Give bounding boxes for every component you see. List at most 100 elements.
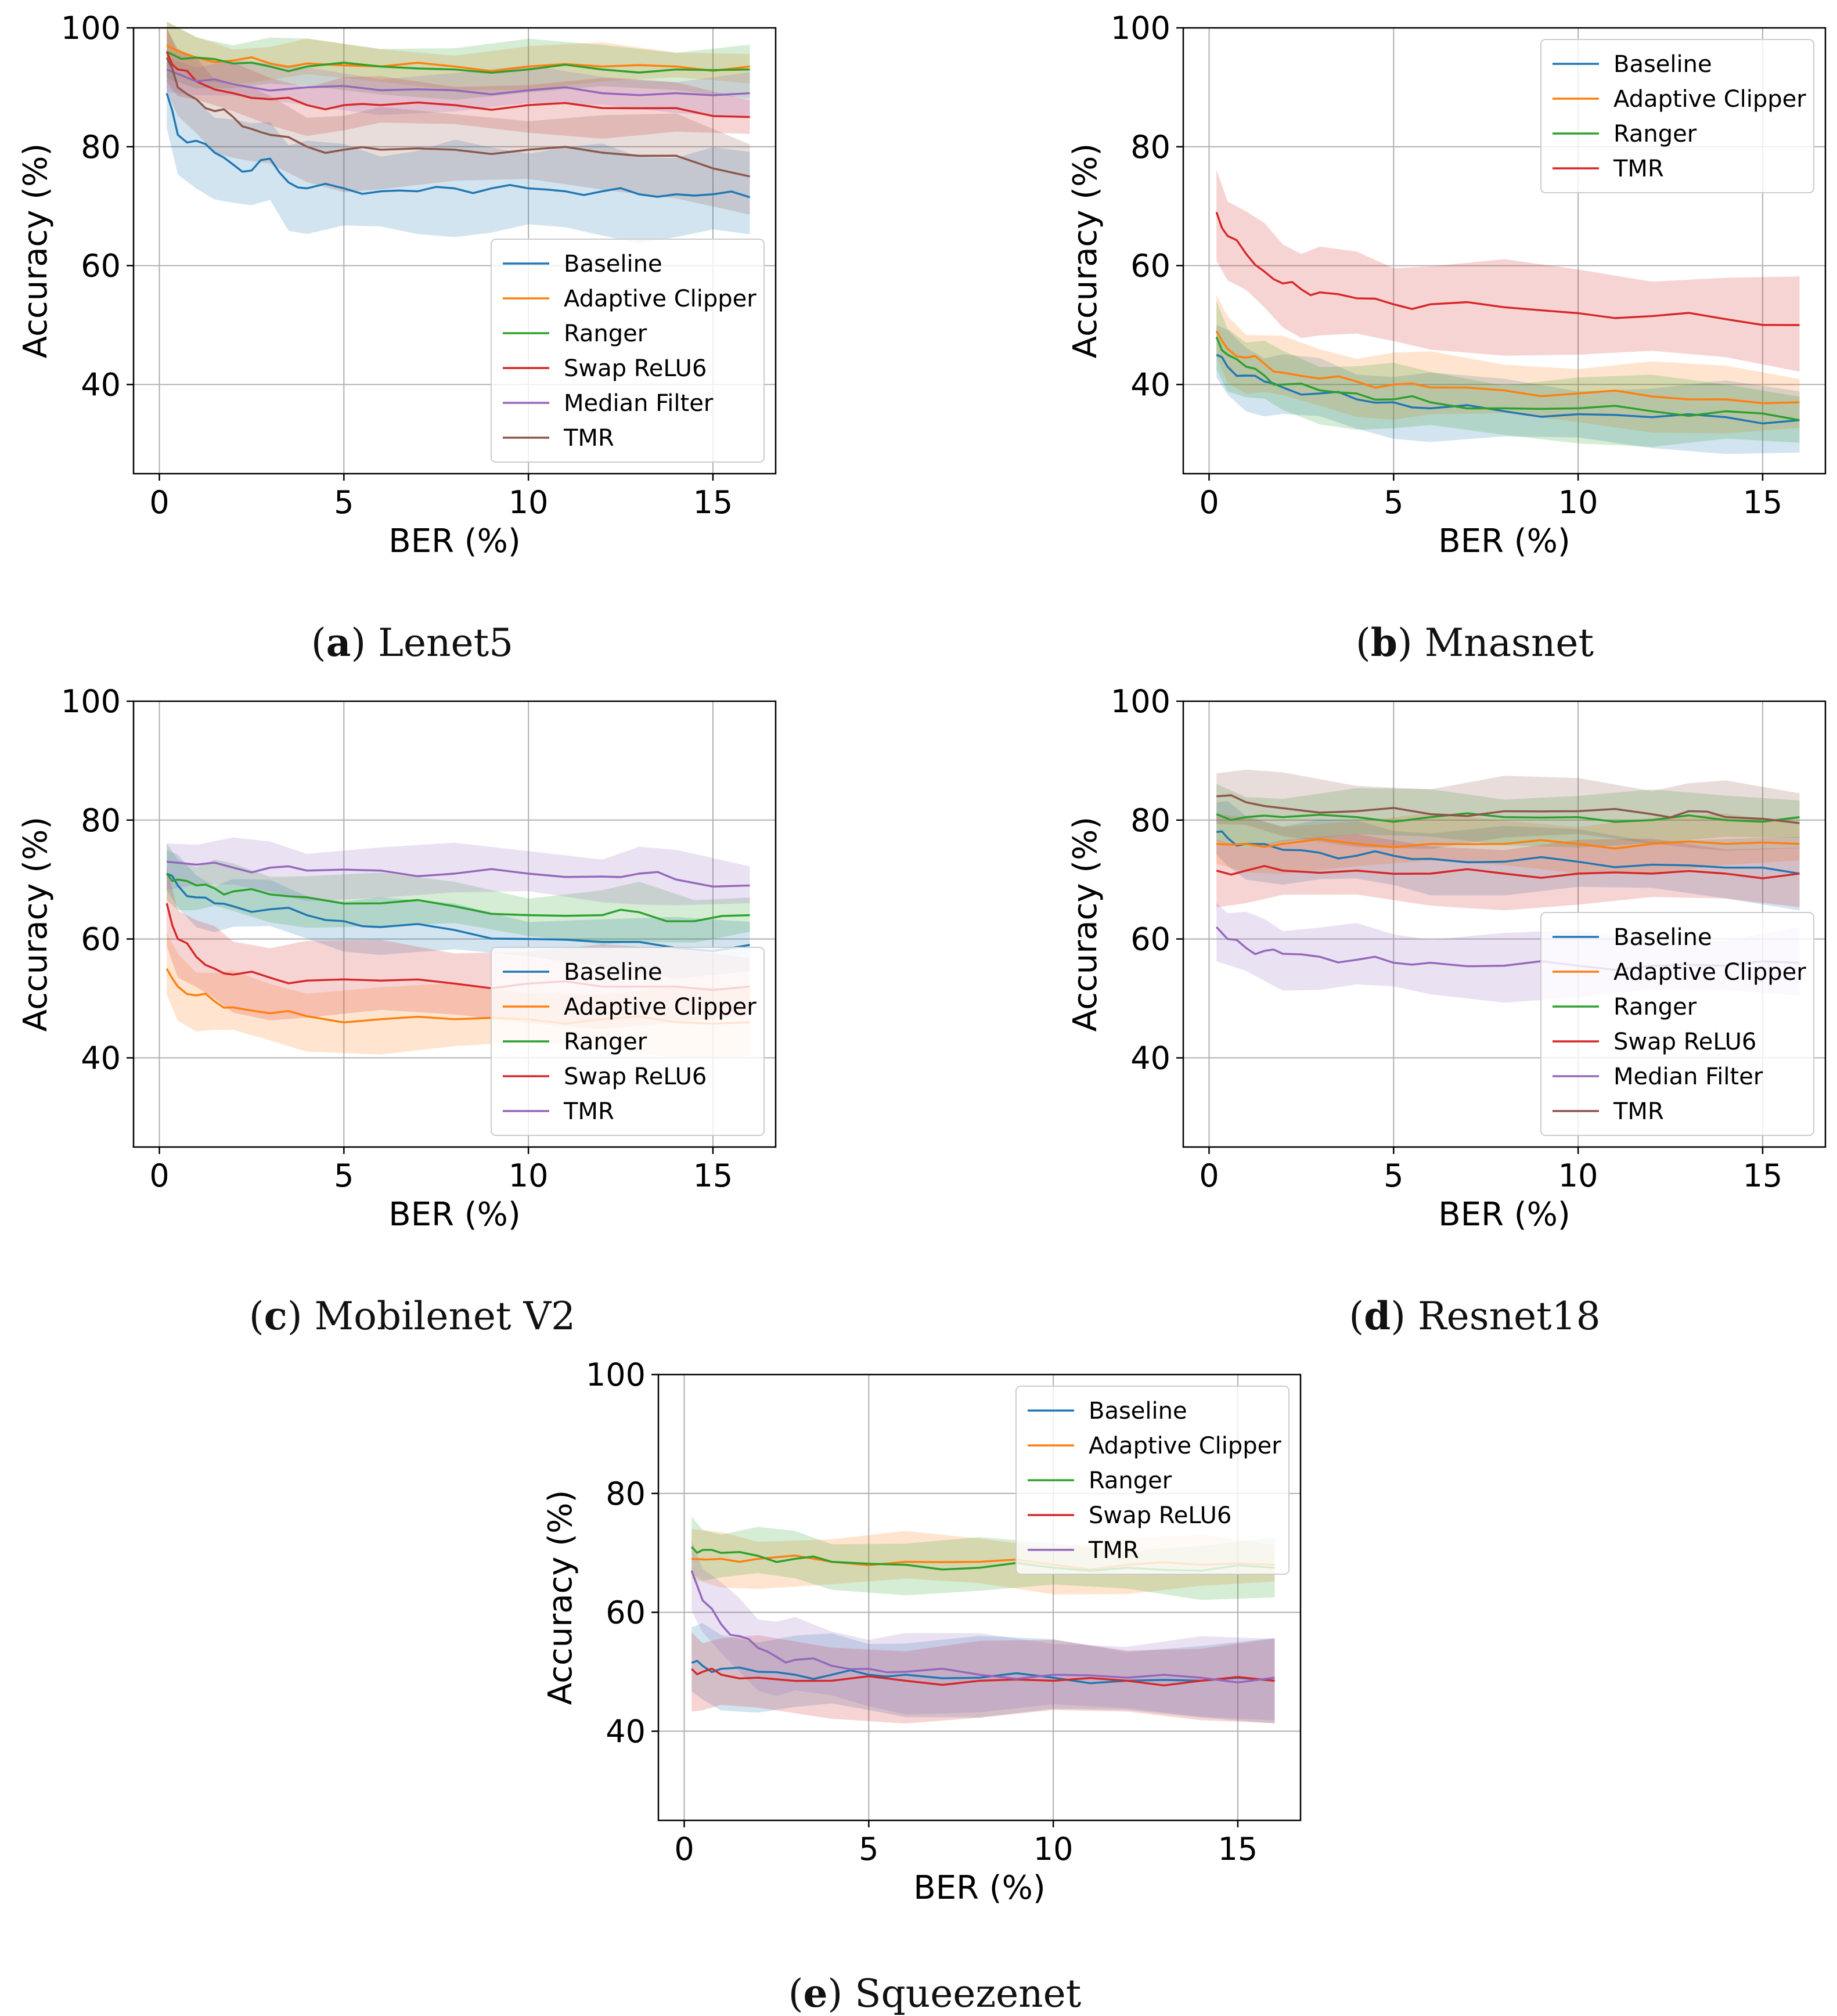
- chart-mnasnet: 0 5 10 15 40 60 80 100 BER (%) Accuracy (%) Baseli…: [1067, 10, 1827, 560]
- legend-label: Swap ReLU6: [1613, 1029, 1756, 1055]
- y-tick-label: 40: [1130, 366, 1170, 403]
- caption-letter: c: [264, 1293, 287, 1339]
- x-axis-label: BER (%): [388, 1196, 520, 1234]
- caption-d: (d) Resnet18: [1349, 1293, 1601, 1339]
- legend-box: [1540, 39, 1814, 193]
- series-line-baseline: [166, 872, 750, 953]
- caption-e: (e) Squeezenet: [788, 1971, 1082, 2016]
- legend-label: Adaptive Clipper: [1613, 959, 1806, 986]
- series-line-tmr: [1215, 211, 1800, 326]
- legend-label: Baseline: [1613, 924, 1712, 951]
- legend-label: Median Filter: [564, 390, 714, 417]
- legend-label: Ranger: [1613, 121, 1697, 147]
- x-tick-label: 15: [1743, 484, 1783, 521]
- legend-label: Ranger: [1613, 994, 1697, 1020]
- band-baseline: [691, 1623, 1275, 1723]
- x-tick-label: 0: [149, 484, 169, 521]
- legend: Baseline Adaptive Clipper Ranger Swap ReLU6…: [1015, 1386, 1289, 1575]
- y-tick-label: 80: [81, 802, 121, 839]
- x-tick-label: 10: [1558, 1157, 1598, 1194]
- x-tick-label: 5: [334, 1157, 354, 1194]
- y-tick-label: 60: [81, 248, 121, 284]
- plot-frame: [1182, 700, 1827, 1148]
- band-median-filter: [167, 57, 750, 118]
- grid: [134, 27, 776, 474]
- band-swap-relu6: [167, 27, 750, 139]
- chart-mobilenet-v2: 0 5 10 15 40 60 80 100 BER (%) Accuracy (%) Baseli…: [17, 683, 777, 1234]
- y-tick-label: 100: [61, 10, 121, 46]
- y-tick-label: 80: [606, 1476, 646, 1512]
- band-baseline: [1216, 325, 1800, 455]
- x-axis-label: BER (%): [913, 1869, 1045, 1907]
- y-tick-label: 40: [1130, 1040, 1170, 1076]
- x-tick-label: 15: [1743, 1157, 1783, 1194]
- plot-frame: [657, 1373, 1302, 1822]
- y-tick-label: 100: [1111, 683, 1170, 720]
- series-line-tmr: [167, 860, 750, 888]
- x-axis-label: BER (%): [388, 522, 520, 560]
- x-tick-label: 5: [1384, 1157, 1403, 1194]
- legend-label: TMR: [563, 1098, 614, 1125]
- y-tick-label: 80: [1130, 802, 1170, 839]
- legend-label: Adaptive Clipper: [1613, 86, 1806, 113]
- legend-label: Adaptive Clipper: [1089, 1433, 1281, 1459]
- plot-frame: [132, 27, 777, 475]
- band-tmr: [167, 837, 750, 906]
- caption-text: Squeezenet: [855, 1971, 1082, 2016]
- y-tick-label: 80: [1130, 129, 1170, 165]
- legend-box: [1540, 912, 1814, 1136]
- caption-c: (c) Mobilenet V2: [248, 1293, 576, 1339]
- x-tick-label: 0: [1199, 1157, 1219, 1194]
- series-line-tmr: [165, 57, 750, 178]
- legend-label: Baseline: [1089, 1398, 1187, 1424]
- band-baseline: [1216, 801, 1800, 911]
- caption-text: Resnet18: [1417, 1294, 1601, 1339]
- band-swap-relu6: [1216, 834, 1800, 911]
- caption-text: Lenet5: [378, 621, 514, 665]
- caption-letter: b: [1370, 620, 1397, 665]
- y-tick-label: 60: [1130, 921, 1170, 958]
- legend: Baseline Adaptive Clipper Ranger Swap ReLU6…: [1540, 912, 1814, 1136]
- legend-box: [491, 947, 765, 1136]
- series-line-adaptive-clipper: [1216, 838, 1800, 850]
- series-line-swap-relu6: [1216, 865, 1800, 879]
- legend-label: Swap ReLU6: [564, 355, 707, 382]
- legend-label: Median Filter: [1613, 1063, 1763, 1090]
- x-tick-label: 0: [149, 1157, 169, 1194]
- series-line-tmr: [1216, 794, 1800, 824]
- x-tick-label: 15: [693, 1157, 733, 1194]
- legend-label: Swap ReLU6: [1089, 1502, 1231, 1529]
- chart-lenet5: 0 5 10 15 40 60 80 100 BER (%) Accuracy (%) Baseli…: [17, 10, 777, 560]
- series-line-tmr: [690, 1570, 1275, 1684]
- legend-label: TMR: [1613, 1098, 1664, 1125]
- band-ranger: [1216, 784, 1800, 848]
- plot-frame: [132, 700, 777, 1148]
- legend-label: Adaptive Clipper: [564, 994, 757, 1020]
- series-line-median-filter: [166, 68, 750, 96]
- caption-letter: a: [326, 620, 351, 665]
- y-tick-label: 100: [61, 683, 121, 720]
- band-tmr: [1216, 169, 1800, 372]
- caption-letter: e: [803, 1971, 828, 2016]
- x-tick-label: 15: [693, 484, 733, 521]
- legend-label: Ranger: [1089, 1467, 1172, 1494]
- y-axis-label: Accuracy (%): [1067, 143, 1104, 358]
- series-line-swap-relu6: [691, 1667, 1275, 1687]
- x-tick-label: 0: [1199, 484, 1219, 521]
- y-axis-label: Accuracy (%): [17, 817, 55, 1032]
- legend-label: Ranger: [564, 320, 647, 347]
- legend-label: TMR: [1613, 156, 1664, 182]
- legend-box: [491, 239, 765, 463]
- y-axis-label: Accuracy (%): [542, 1490, 579, 1705]
- caption-b: (b) Mnasnet: [1355, 620, 1594, 665]
- x-tick-label: 10: [509, 484, 549, 521]
- x-tick-label: 5: [334, 484, 354, 521]
- y-tick-label: 80: [81, 129, 121, 165]
- series-line-ranger: [166, 51, 750, 74]
- series-line-ranger: [1216, 812, 1800, 823]
- x-tick-label: 15: [1218, 1831, 1258, 1867]
- band-ranger: [691, 1516, 1275, 1600]
- x-axis-label: BER (%): [1438, 1196, 1570, 1234]
- y-tick-label: 60: [1130, 248, 1170, 284]
